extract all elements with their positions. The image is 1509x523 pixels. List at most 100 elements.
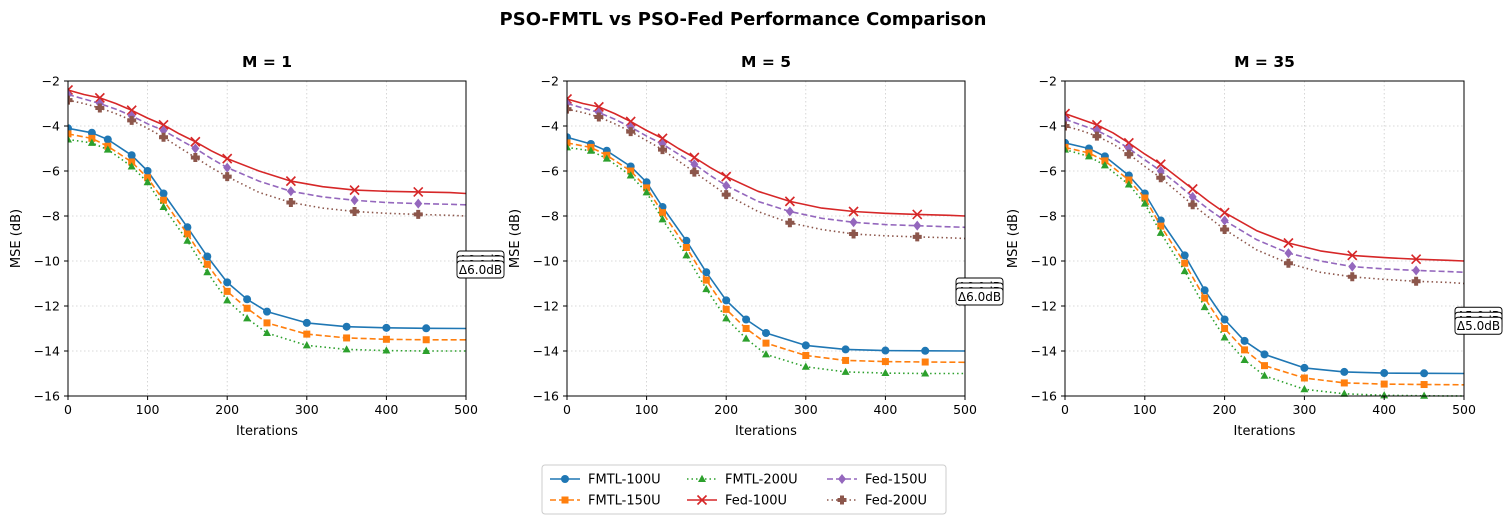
data-point [742, 315, 751, 324]
data-point [1084, 152, 1093, 160]
data-point [382, 346, 391, 354]
data-point [567, 93, 573, 105]
data-point [263, 307, 271, 316]
data-point [762, 329, 770, 337]
y-tick-label: −12 [34, 299, 60, 314]
data-point [912, 232, 922, 242]
data-point [413, 186, 424, 197]
data-point [243, 304, 251, 312]
data-point [143, 167, 152, 175]
y-tick-label: −12 [1031, 299, 1057, 314]
series-line [567, 146, 965, 375]
data-point [881, 346, 890, 355]
gridlines [67, 80, 467, 397]
data-point [682, 251, 691, 259]
data-point [1340, 367, 1349, 376]
data-point [1420, 391, 1429, 399]
data-point [1181, 259, 1189, 267]
series-line [567, 108, 965, 240]
delta-annotation-text: Δ5.0dB [1457, 319, 1500, 333]
data-point [849, 217, 858, 228]
x-axis-label: Iterations [735, 424, 797, 439]
x-tick-label: 400 [374, 402, 398, 417]
x-tick-label: 100 [136, 402, 160, 417]
data-point [802, 352, 810, 359]
y-tick-label: −6 [541, 164, 559, 179]
legend-label: Fed-200U [865, 494, 927, 509]
y-tick-label: −10 [533, 254, 559, 269]
series-Fed-200U [68, 95, 466, 219]
legend-entry: Fed-100U [687, 494, 787, 509]
data-point [921, 358, 929, 366]
data-point [1347, 250, 1358, 261]
data-point [1283, 237, 1294, 249]
data-point [702, 268, 711, 277]
series-line [1065, 118, 1464, 274]
data-point [1157, 222, 1165, 230]
data-point [682, 244, 690, 251]
data-point [1201, 294, 1209, 302]
delta-annotation-text: Δ6.0dB [459, 263, 502, 277]
y-tick-label: −8 [541, 209, 559, 224]
data-point [159, 202, 168, 210]
data-point [1100, 161, 1109, 169]
series-Fed-100U [1065, 108, 1464, 265]
chart-panel-3: M = 35 0 100 200 300 400 500 −2 −4 −6 −8 −10 −12 −14 −… [1006, 53, 1503, 439]
data-point [1220, 215, 1229, 226]
data-point [1220, 315, 1229, 324]
data-point [1260, 350, 1269, 359]
data-point [183, 223, 192, 232]
axes-frame [566, 80, 966, 397]
legend-label: Fed-100U [725, 494, 787, 509]
data-point [689, 152, 700, 163]
data-point [586, 146, 595, 154]
data-point [702, 276, 710, 284]
series-line [68, 127, 466, 330]
x-tick-label: 300 [295, 402, 319, 417]
legend-marker [838, 474, 846, 484]
data-point [1300, 374, 1308, 382]
data-point [881, 368, 890, 377]
data-point [222, 153, 233, 164]
legend: FMTL-100U FMTL-150U FMTL-200U Fed-100U Fed-1… [541, 464, 947, 515]
y-tick-label: −14 [34, 344, 60, 359]
data-point [722, 180, 731, 191]
x-tick-label: 500 [454, 402, 478, 417]
data-point [302, 341, 311, 349]
data-point [285, 176, 296, 187]
y-tick-label: −16 [533, 389, 559, 404]
data-point [702, 284, 711, 293]
x-tick-label: 400 [873, 402, 897, 417]
data-point [841, 367, 850, 375]
data-point [128, 158, 136, 166]
series-line [68, 93, 466, 206]
series-line [68, 138, 466, 352]
data-point [658, 215, 667, 223]
data-point [223, 278, 232, 287]
data-point [223, 287, 231, 295]
axes-frame [1064, 80, 1465, 397]
data-point [1101, 157, 1109, 165]
y-tick-label: −10 [34, 254, 60, 269]
y-tick-label: −6 [1039, 164, 1057, 179]
data-point [913, 220, 922, 231]
data-point [203, 260, 211, 268]
data-point [160, 196, 168, 204]
data-point [762, 339, 770, 347]
data-point [342, 322, 351, 331]
gridlines [566, 80, 966, 397]
data-point [183, 236, 192, 244]
x-tick-label: 200 [1213, 402, 1237, 417]
data-point [191, 143, 200, 154]
data-point [682, 236, 691, 245]
data-point [1180, 251, 1189, 260]
y-tick-label: −2 [42, 74, 60, 89]
data-point [413, 209, 423, 219]
data-point [1300, 363, 1309, 372]
legend-label: FMTL-100U [588, 473, 661, 488]
data-point [627, 167, 635, 175]
data-point [422, 346, 431, 354]
y-tick-label: −8 [42, 209, 60, 224]
data-point [303, 330, 311, 338]
axes-frame [67, 80, 467, 397]
